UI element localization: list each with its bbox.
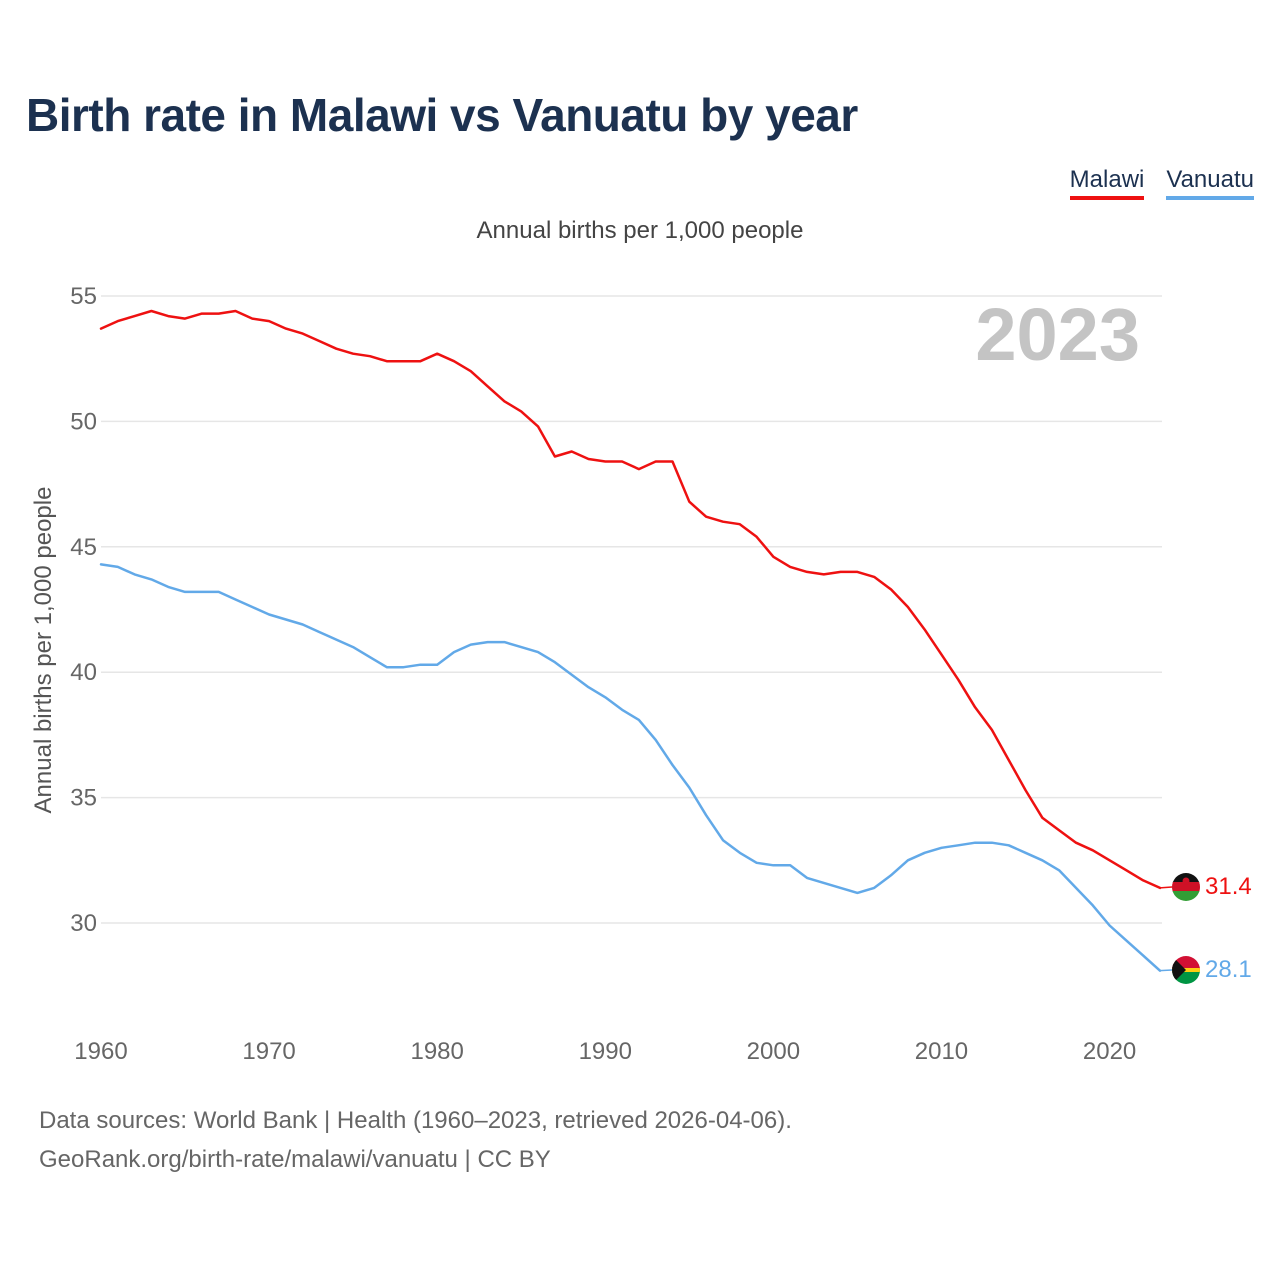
x-tick-label: 1980	[410, 1038, 463, 1065]
legend-item-vanuatu[interactable]: Vanuatu	[1166, 166, 1254, 200]
end-value-label-vanuatu: 28.1	[1205, 956, 1252, 983]
chart-subtitle: Annual births per 1,000 people	[476, 217, 804, 244]
y-tick-label: 50	[70, 408, 97, 435]
y-axis-label: Annual births per 1,000 people	[30, 487, 57, 814]
malawi-flag-icon	[1172, 873, 1200, 901]
data-source-note: Data sources: World Bank | Health (1960–…	[39, 1107, 792, 1134]
line-chart: 30 35 40 45 50 55 1960 1970 1980 1990 2000 2010 2020…	[30, 283, 1252, 1065]
x-tick-label: 2010	[915, 1038, 968, 1065]
end-connector-malawi	[1159, 886, 1173, 889]
end-value-label-malawi: 31.4	[1205, 873, 1252, 900]
year-watermark: 2023	[975, 293, 1140, 376]
y-tick-label: 55	[70, 283, 97, 310]
legend-item-malawi[interactable]: Malawi	[1069, 166, 1145, 200]
y-tick-label: 35	[70, 785, 97, 812]
x-tick-label: 1970	[242, 1038, 295, 1065]
vanuatu-flag-icon	[1172, 956, 1200, 984]
x-tick-label: 1990	[579, 1038, 632, 1065]
y-tick-label: 40	[70, 659, 97, 686]
y-tick-label: 45	[70, 534, 97, 561]
x-tick-label: 1960	[74, 1038, 127, 1065]
y-tick-label: 30	[70, 910, 97, 937]
x-tick-label: 2000	[747, 1038, 800, 1065]
series-line-vanuatu[interactable]	[99, 563, 1162, 972]
legend: Malawi Vanuatu	[1069, 166, 1254, 200]
source-url: GeoRank.org/birth-rate/malawi/vanuatu | …	[39, 1146, 551, 1173]
series-line-malawi[interactable]	[99, 309, 1162, 890]
end-connector-vanuatu	[1159, 969, 1173, 972]
x-tick-label: 2020	[1083, 1038, 1136, 1065]
chart-title: Birth rate in Malawi vs Vanuatu by year	[26, 89, 858, 141]
